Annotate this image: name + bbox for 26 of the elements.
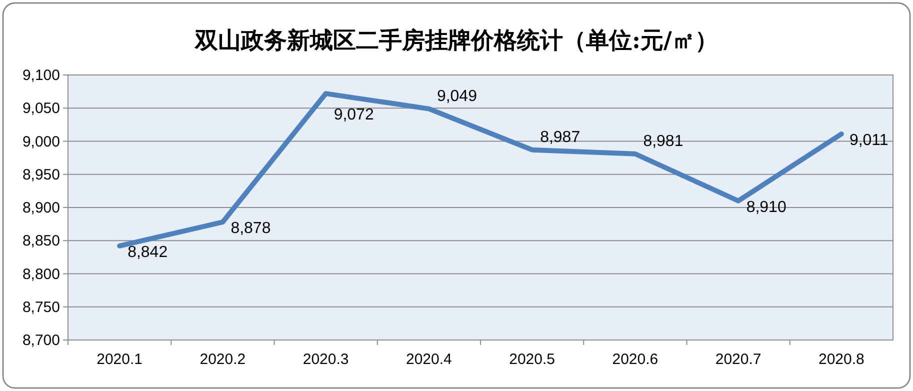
- x-tick-label: 2020.6: [612, 351, 658, 368]
- y-tick-label: 8,900: [22, 200, 60, 216]
- data-label: 8,878: [230, 220, 271, 238]
- chart-title: 双山政务新城区二手房挂牌价格统计（单位:元/㎡）: [194, 27, 718, 54]
- x-tick-label: 2020.1: [96, 351, 143, 368]
- x-tick-label: 2020.4: [406, 351, 452, 368]
- y-tick-label: 9,000: [22, 133, 60, 150]
- y-tick-label: 9,100: [22, 67, 60, 84]
- x-tick-label: 2020.7: [715, 351, 762, 368]
- data-label: 8,910: [746, 198, 786, 216]
- data-label: 9,072: [334, 106, 374, 124]
- data-label: 9,049: [436, 88, 478, 105]
- data-label: 8,981: [643, 132, 684, 150]
- y-tick-label: 8,850: [22, 232, 60, 250]
- y-tick-label: 8,950: [22, 166, 60, 184]
- x-tick-label: 2020.3: [302, 351, 349, 368]
- data-label: 9,011: [849, 132, 888, 149]
- y-tick-label: 8,750: [22, 298, 60, 316]
- x-tick-label: 2020.5: [509, 351, 556, 368]
- data-label: 8,842: [128, 244, 168, 261]
- x-tick-label: 2020.8: [818, 351, 864, 368]
- x-tick-label: 2020.2: [200, 351, 246, 368]
- data-label: 8,987: [540, 128, 580, 146]
- y-tick-label: 9,050: [22, 100, 60, 118]
- y-tick-label: 8,700: [22, 332, 60, 349]
- y-tick-label: 8,800: [22, 266, 60, 283]
